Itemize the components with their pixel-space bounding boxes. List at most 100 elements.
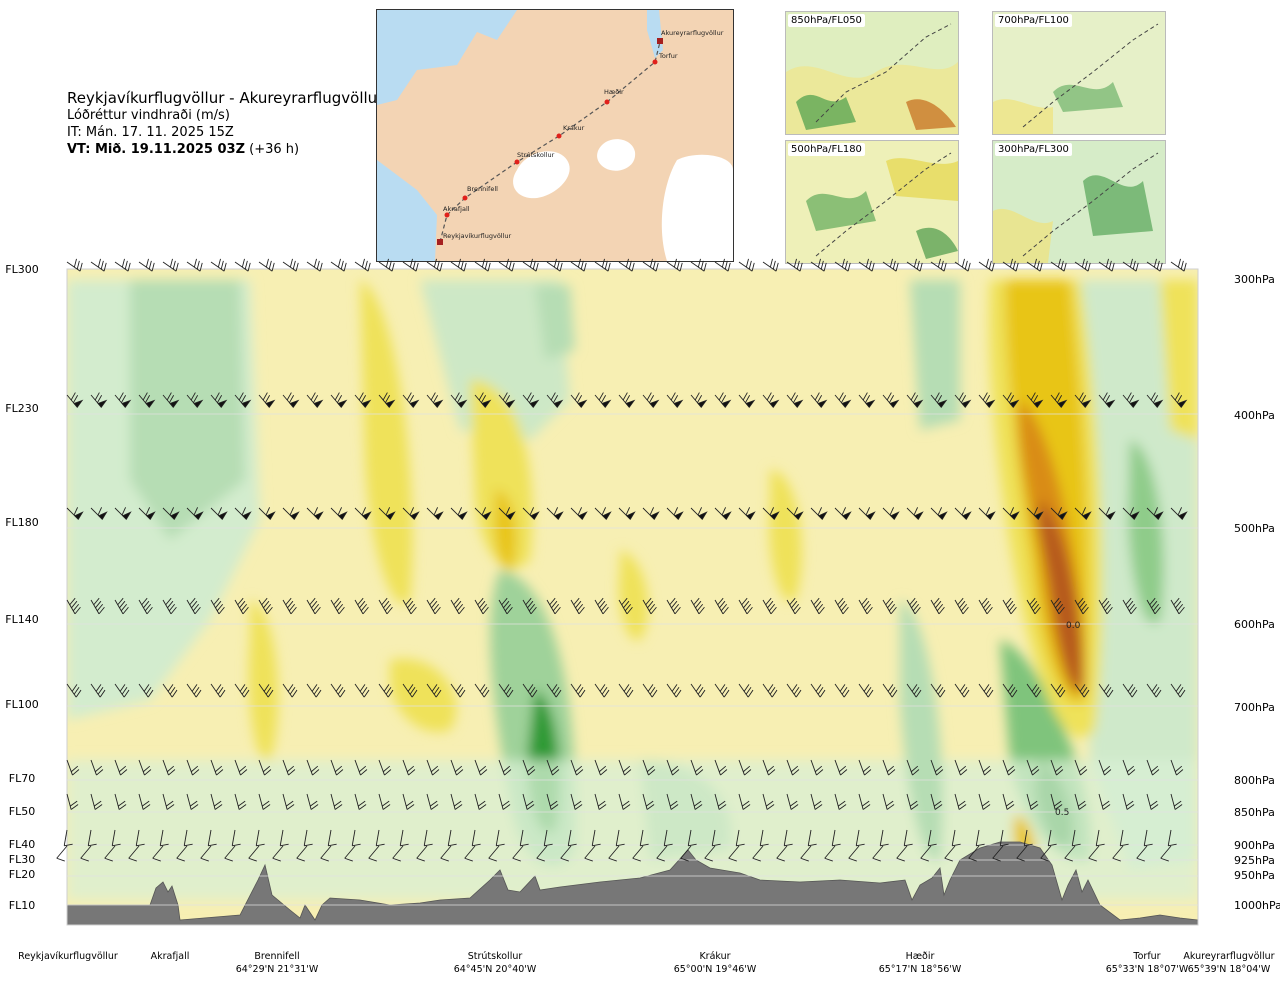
- wind-barb: [498, 258, 515, 272]
- wind-barb: [402, 597, 417, 615]
- wind-barb: [858, 683, 874, 698]
- wind-barb: [306, 683, 322, 698]
- wind-barb: [1064, 845, 1076, 862]
- wind-barb: [66, 597, 81, 615]
- wind-barb: [498, 392, 516, 408]
- wind-barb: [632, 845, 644, 862]
- up-region-haedir: [900, 600, 943, 861]
- wind-barb: [114, 683, 130, 698]
- wind-barb: [114, 258, 131, 272]
- wind-barb: [162, 793, 175, 810]
- wind-barb: [519, 829, 529, 847]
- wind-barb: [858, 793, 871, 810]
- wind-barb: [231, 829, 241, 847]
- wind-barb: [1002, 683, 1018, 698]
- map-label-strutskollur: Strútskollur: [517, 151, 555, 159]
- down-region-far-east: [1160, 280, 1198, 440]
- wind-barb: [930, 793, 943, 810]
- wind-barb: [234, 683, 250, 698]
- wind-barb: [930, 507, 948, 521]
- wind-barb: [450, 392, 468, 408]
- wind-barb: [426, 793, 439, 810]
- wind-barb: [560, 845, 572, 862]
- wind-barb: [66, 392, 84, 408]
- wind-barb: [138, 759, 152, 776]
- wind-barb: [378, 507, 396, 521]
- wind-barb: [1122, 507, 1140, 521]
- wind-barb: [570, 759, 584, 776]
- wind-barb: [1002, 759, 1016, 776]
- wind-barb: [906, 507, 924, 521]
- wind-barb: [282, 258, 299, 272]
- wind-barb: [1050, 597, 1065, 615]
- wind-barb: [162, 759, 176, 776]
- wind-barb: [1002, 392, 1020, 408]
- wind-barb: [1026, 597, 1041, 615]
- wind-barb: [1050, 759, 1064, 776]
- hpa-label-700: 700hPa: [1234, 701, 1275, 714]
- wind-barb: [896, 845, 908, 862]
- wind-barb: [666, 392, 684, 408]
- wind-barb: [800, 845, 812, 862]
- wind-barb: [570, 793, 583, 810]
- map-label-brennifell: Brennifell: [467, 185, 498, 193]
- wind-barb: [210, 683, 226, 698]
- wind-barb: [1122, 793, 1135, 810]
- wind-barb: [882, 597, 897, 615]
- wind-barb: [639, 829, 649, 847]
- wind-barb: [1026, 793, 1039, 810]
- wind-barb: [402, 683, 418, 698]
- wind-barb: [90, 507, 108, 521]
- wind-barb: [327, 829, 337, 847]
- wind-barb: [522, 793, 535, 810]
- wind-barb: [1146, 683, 1162, 698]
- wind-barb: [56, 845, 68, 862]
- mini-map-300-label: 300hPa/FL300: [995, 143, 1072, 156]
- wind-barb: [90, 258, 107, 272]
- up-region-east-core: [1128, 440, 1164, 624]
- wind-barb: [159, 829, 169, 847]
- wind-barb: [951, 829, 961, 847]
- route-map: Akureyrarflugvöllur Torfur Hæðir Krákur …: [376, 9, 734, 262]
- wind-barb: [450, 759, 464, 776]
- wind-barb: [714, 759, 728, 776]
- hpa-label-600: 600hPa: [1234, 618, 1275, 631]
- map-sea-north: [377, 10, 517, 105]
- wind-barb: [666, 507, 684, 521]
- mini-map-850-svg: [786, 12, 958, 134]
- wind-barb: [66, 258, 83, 272]
- wind-barb: [642, 258, 659, 272]
- wind-barb: [690, 507, 708, 521]
- wind-barb: [440, 845, 452, 862]
- mini-map-850: 850hPa/FL050: [785, 11, 959, 135]
- wind-barb: [858, 507, 876, 521]
- wind-barb: [546, 507, 564, 521]
- wind-barb: [210, 759, 224, 776]
- wind-barb: [258, 759, 272, 776]
- mini-map-500-svg: [786, 141, 958, 263]
- wind-barb: [954, 683, 970, 698]
- wind-barb: [1160, 845, 1172, 862]
- down-region-brennifell: [248, 600, 279, 761]
- wind-barb: [426, 759, 440, 776]
- wind-barb: [186, 507, 204, 521]
- wind-barb: [248, 845, 260, 862]
- loc-brennifell: Brennifell 64°29'N 21°31'W: [232, 950, 322, 976]
- valid-time-offset: (+36 h): [249, 142, 300, 157]
- wind-barb: [666, 793, 679, 810]
- mini-map-500: 500hPa/FL180: [785, 140, 959, 264]
- map-label-akureyri: Akureyrarflugvöllur: [661, 29, 724, 37]
- wind-barb: [882, 683, 898, 698]
- wind-barb: [810, 507, 828, 521]
- wind-barb: [279, 829, 289, 847]
- wind-barb: [258, 258, 275, 272]
- wind-barb: [354, 507, 372, 521]
- wind-barb: [810, 759, 824, 776]
- wind-barb: [848, 845, 860, 862]
- wind-barb: [111, 829, 121, 847]
- wind-barb: [1074, 683, 1090, 698]
- wind-barb: [704, 845, 716, 862]
- wind-barb: [831, 829, 841, 847]
- wind-barb: [354, 759, 368, 776]
